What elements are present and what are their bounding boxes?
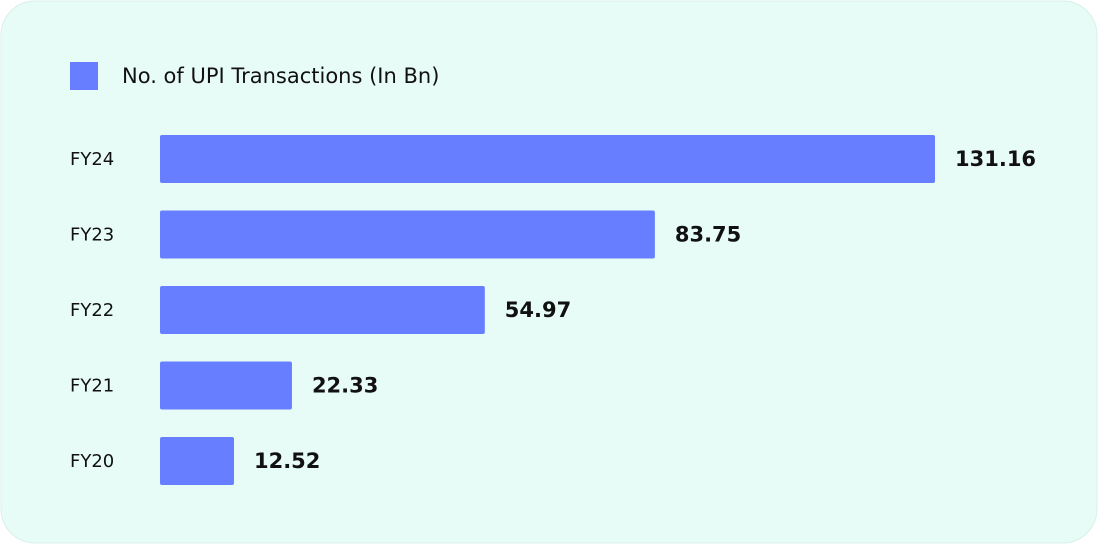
data-label: 83.75 bbox=[675, 223, 741, 247]
y-tick-label: FY24 bbox=[70, 149, 114, 170]
y-tick-label: FY23 bbox=[70, 225, 114, 246]
y-tick-label: FY22 bbox=[70, 300, 114, 321]
bar bbox=[160, 135, 935, 183]
bar bbox=[160, 437, 234, 485]
legend-swatch bbox=[70, 62, 98, 90]
bar bbox=[160, 361, 292, 410]
y-tick-label: FY20 bbox=[70, 451, 114, 472]
data-label: 22.33 bbox=[312, 374, 378, 398]
data-label: 131.16 bbox=[955, 147, 1036, 171]
y-tick-label: FY21 bbox=[70, 376, 114, 397]
bar bbox=[160, 286, 485, 334]
data-label: 12.52 bbox=[254, 449, 320, 473]
legend: No. of UPI Transactions (In Bn) bbox=[70, 62, 439, 90]
bar bbox=[160, 210, 655, 259]
legend-label: No. of UPI Transactions (In Bn) bbox=[122, 64, 439, 88]
data-label: 54.97 bbox=[505, 298, 571, 322]
plot-area: FY24 131.16 FY23 83.75 FY22 54.97 FY21 22.33 FY2… bbox=[70, 135, 1036, 485]
